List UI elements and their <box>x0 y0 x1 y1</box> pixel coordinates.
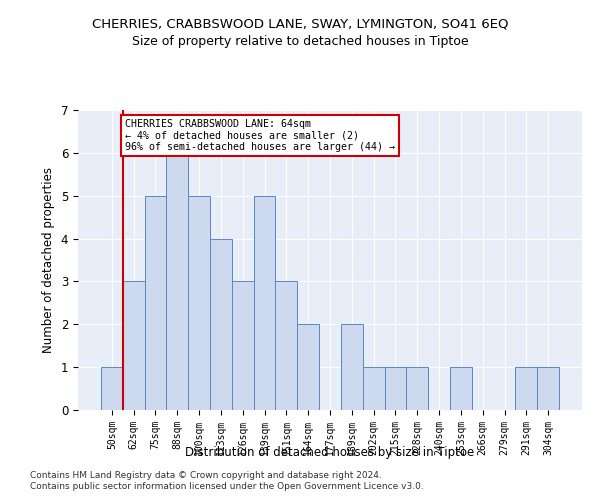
Bar <box>297 324 319 410</box>
Bar <box>537 367 559 410</box>
Bar <box>406 367 428 410</box>
Bar <box>232 282 254 410</box>
Bar <box>275 282 297 410</box>
Bar <box>254 196 275 410</box>
Bar <box>450 367 472 410</box>
Text: Contains HM Land Registry data © Crown copyright and database right 2024.: Contains HM Land Registry data © Crown c… <box>30 470 382 480</box>
Bar <box>363 367 385 410</box>
Text: Distribution of detached houses by size in Tiptoe: Distribution of detached houses by size … <box>185 446 475 459</box>
Text: CHERRIES CRABBSWOOD LANE: 64sqm
← 4% of detached houses are smaller (2)
96% of s: CHERRIES CRABBSWOOD LANE: 64sqm ← 4% of … <box>125 119 395 152</box>
Bar <box>515 367 537 410</box>
Text: CHERRIES, CRABBSWOOD LANE, SWAY, LYMINGTON, SO41 6EQ: CHERRIES, CRABBSWOOD LANE, SWAY, LYMINGT… <box>92 18 508 30</box>
Text: Size of property relative to detached houses in Tiptoe: Size of property relative to detached ho… <box>131 35 469 48</box>
Bar <box>145 196 166 410</box>
Bar <box>101 367 123 410</box>
Bar <box>166 153 188 410</box>
Bar <box>210 238 232 410</box>
Bar <box>188 196 210 410</box>
Text: Contains public sector information licensed under the Open Government Licence v3: Contains public sector information licen… <box>30 482 424 491</box>
Y-axis label: Number of detached properties: Number of detached properties <box>42 167 55 353</box>
Bar <box>123 282 145 410</box>
Bar <box>385 367 406 410</box>
Bar <box>341 324 363 410</box>
